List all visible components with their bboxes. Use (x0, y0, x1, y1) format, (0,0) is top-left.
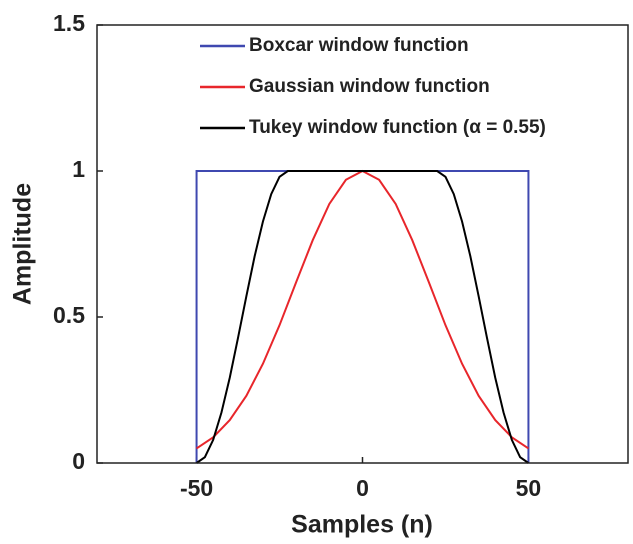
y-tick-label: 0.5 (53, 302, 85, 328)
series-line (196, 169, 529, 450)
x-axis-label: Samples (n) (291, 511, 433, 539)
x-tick-label: -50 (180, 475, 213, 501)
x-tick-label: 0 (356, 475, 369, 501)
series-line (195, 170, 530, 464)
legend-label: Gaussian window function (249, 76, 490, 97)
y-tick-label: 0 (72, 448, 85, 474)
legend-label: Tukey window function (α = 0.55) (249, 117, 546, 138)
y-tick-label: 1 (72, 156, 85, 182)
y-tick-label: 1.5 (53, 10, 85, 36)
plot-frame (96, 24, 629, 464)
legend-label: Boxcar window function (249, 35, 469, 56)
series-line (195, 170, 530, 463)
y-axis-label: Amplitude (9, 183, 37, 305)
x-tick-label: 50 (516, 475, 542, 501)
